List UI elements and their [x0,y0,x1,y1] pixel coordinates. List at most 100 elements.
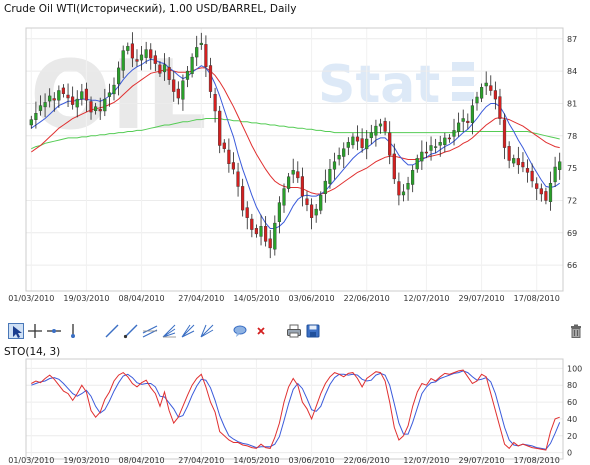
candle [57,85,61,108]
candle [452,118,456,146]
candle [383,117,387,136]
sto-x-tick-label: 29/07/2010 [459,456,505,465]
candle [443,132,447,153]
price-x-tick-label: 22/06/2010 [344,294,390,303]
candle [401,184,406,202]
price-chart[interactable]: OIL Stat 66 69 72 75 78 81 84 87 01/03/2010 19/0… [0,18,590,306]
candle [34,101,38,129]
candle [558,152,562,180]
horizontal-line-tool[interactable] [46,323,62,339]
trash-icon [571,324,581,338]
sto-d-line [31,370,561,450]
candle [139,46,144,71]
candle [268,229,272,259]
candle [236,162,240,197]
candle [277,196,281,234]
watermark-stat: Stat [318,55,440,115]
sto-x-tick-label: 01/03/2010 [8,456,54,465]
price-grid [26,28,563,291]
candle [245,201,249,230]
candle [130,32,134,68]
candle [218,105,222,154]
candle [227,138,231,173]
vertical-line-tool[interactable] [65,323,81,339]
candle [346,137,350,156]
fibonacci-fan-tool[interactable] [161,323,177,339]
comment-tool[interactable] [232,323,248,339]
stochastic-chart[interactable]: 0 20 40 60 80 100 01/03/2010 19/03/2010 08/04/2… [0,356,590,465]
ray-icon [123,324,138,339]
trend-line-tool[interactable] [104,323,120,339]
candle [250,213,254,238]
candle [291,158,295,184]
watermark-oil: OIL [30,41,207,151]
trash-button[interactable] [568,323,584,339]
candle [530,163,534,188]
candle [434,138,438,154]
price-x-tick-label: 27/04/2010 [178,294,224,303]
gann-fan-tool[interactable] [180,323,196,339]
candle [80,83,84,106]
candle [89,96,93,120]
print-button[interactable] [286,323,302,339]
parallel-channel-tool[interactable] [142,323,158,339]
candle [337,147,341,166]
candle [493,81,497,110]
candle [397,172,401,206]
candle [415,154,419,173]
red-x-icon [257,327,265,335]
crosshair-tool[interactable] [27,323,43,339]
candle [107,83,111,107]
candle [484,71,488,95]
candle [195,35,199,67]
price-x-tick-label: 08/04/2010 [119,294,165,303]
delete-object-tool[interactable] [253,323,269,339]
candle [112,77,116,101]
stochastic-plot-area [25,358,564,460]
sto-x-tick-label: 22/06/2010 [344,456,390,465]
candle [300,167,304,207]
candle [231,152,235,175]
candle [38,95,43,116]
price-y-tick-label: 69 [567,229,577,238]
save-button[interactable] [305,323,321,339]
candle [273,215,277,256]
price-x-tick-label: 12/07/2010 [403,294,449,303]
candle [323,169,327,203]
drawing-toolbar [0,321,590,341]
ray-tool[interactable] [123,323,139,339]
candle [535,177,539,201]
sto-y-tick-label: 40 [567,415,577,424]
speed-lines-tool[interactable] [199,323,215,339]
parallel-channel-icon [142,325,158,338]
price-y-tick-label: 84 [567,67,577,76]
candle [162,53,167,81]
sto-x-tick-label: 03/06/2010 [289,456,335,465]
speed-lines-icon [200,324,214,338]
horizontal-line-icon [47,329,61,333]
sto-x-tick-label: 19/03/2010 [63,456,109,465]
candle [516,146,520,174]
candle [75,90,79,118]
vertical-line-icon [71,324,75,338]
candle [507,141,511,169]
floppy-disk-icon [306,324,320,338]
candle [447,134,451,143]
candle [512,154,516,167]
candle [525,159,530,183]
candle [319,191,323,215]
candle [342,142,346,169]
candle [116,61,121,96]
candle [502,113,507,160]
candle [185,66,190,88]
candle [84,82,88,112]
candle [259,214,263,246]
printer-icon [287,324,301,338]
candle [167,56,171,85]
candle [438,135,442,157]
cursor-tool[interactable] [8,323,24,339]
fibonacci-fan-icon [162,324,176,338]
candle [296,161,300,183]
candle [199,32,203,50]
candle [466,113,470,130]
